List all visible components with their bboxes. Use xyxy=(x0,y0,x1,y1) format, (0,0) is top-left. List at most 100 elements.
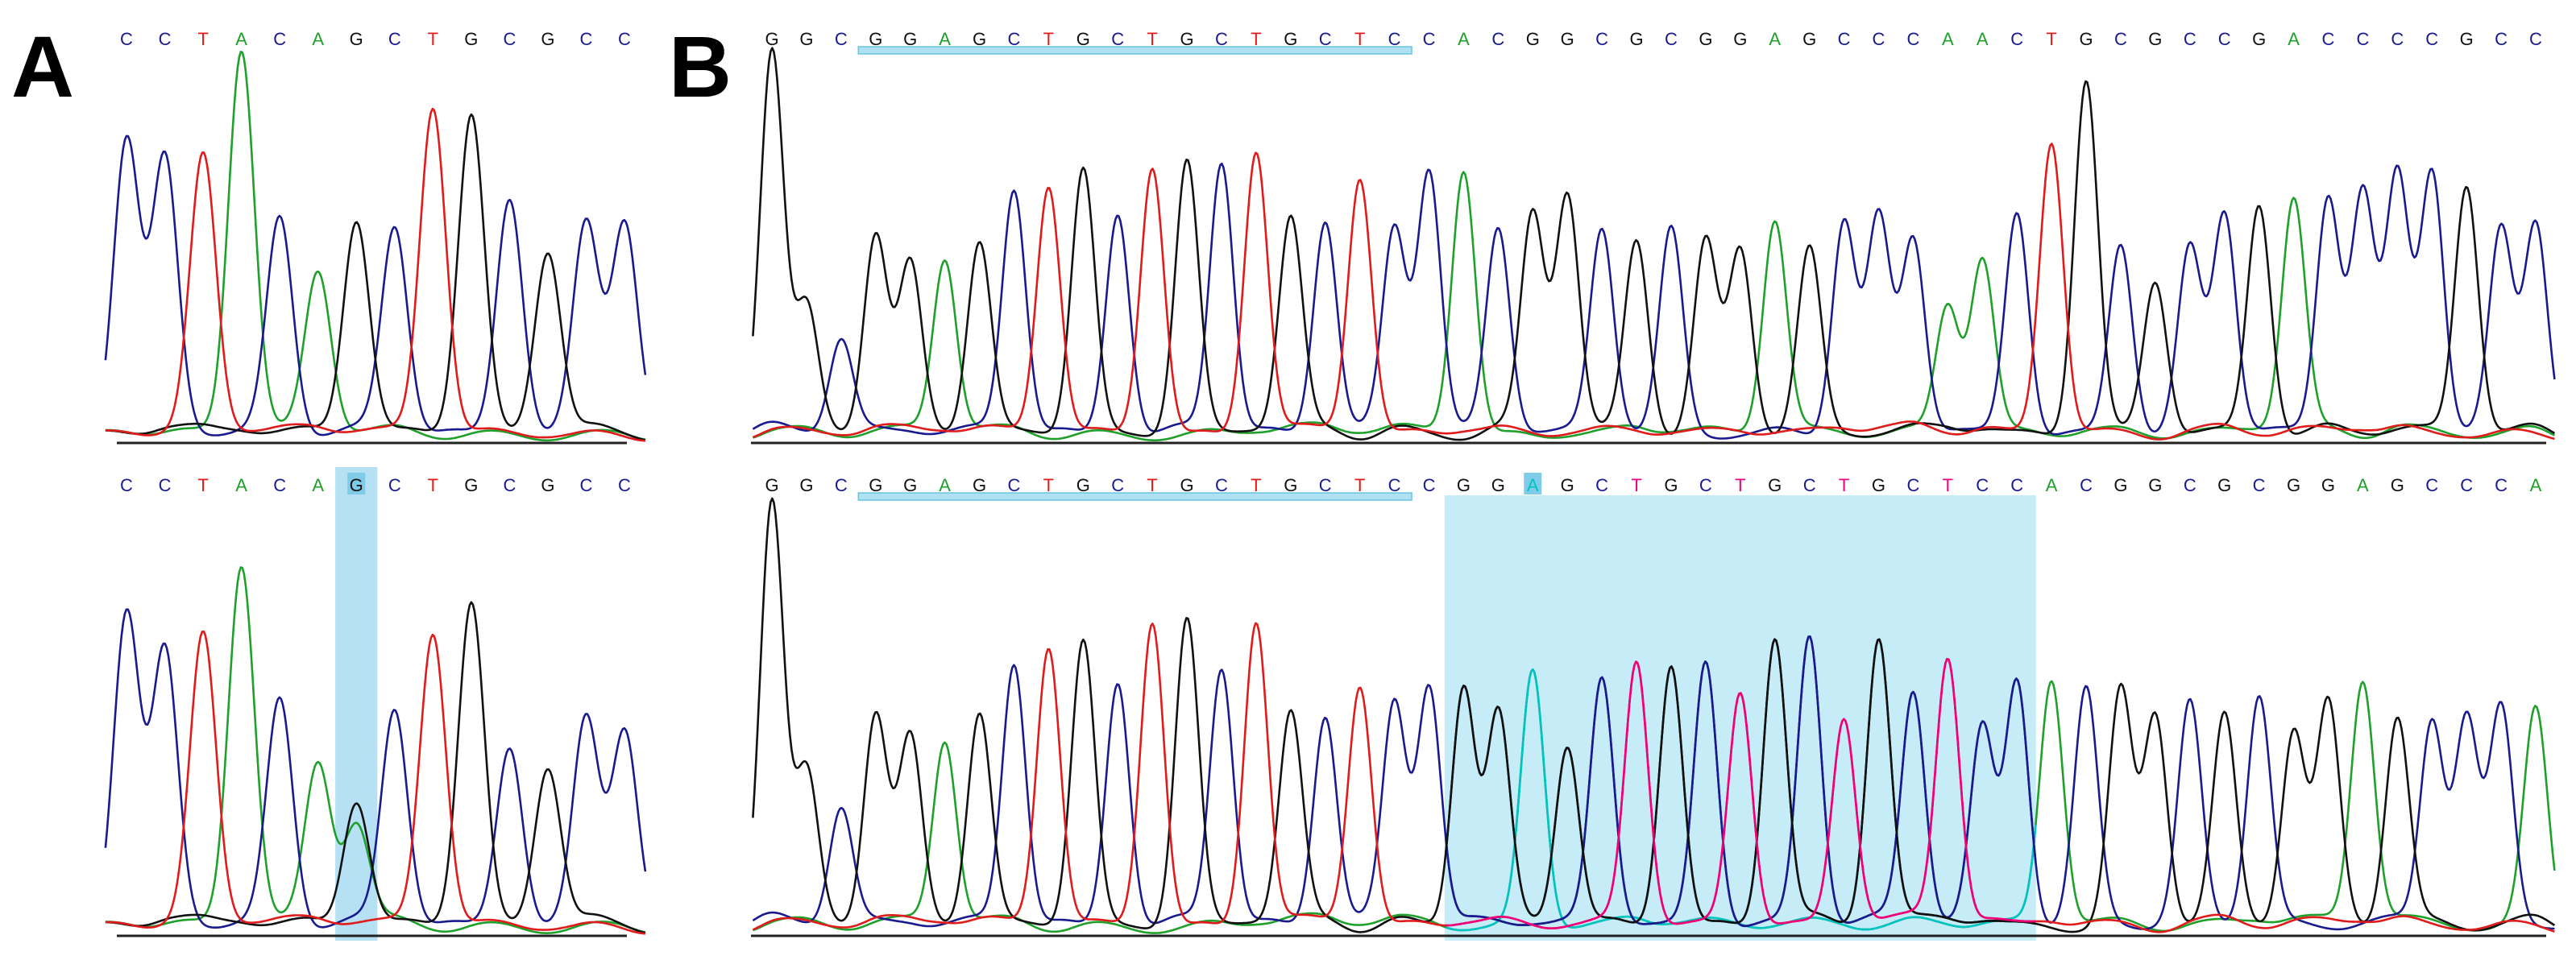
base-call-0-0-3: A xyxy=(235,29,247,49)
base-call-1-0-46: C xyxy=(2356,29,2369,49)
base-call-0-1-13: C xyxy=(618,475,631,495)
trace-g-0-0 xyxy=(105,113,646,441)
base-call-1-1-47: G xyxy=(2391,475,2404,495)
panel-label-a: A xyxy=(11,18,74,115)
base-call-1-0-5: A xyxy=(939,29,951,49)
base-call-1-0-20: A xyxy=(1458,29,1470,49)
base-call-1-1-41: C xyxy=(2184,475,2196,495)
base-call-1-0-17: T xyxy=(1354,29,1365,49)
base-call-1-0-9: G xyxy=(1076,29,1090,49)
base-call-1-0-26: C xyxy=(1665,29,1678,49)
base-call-1-1-9: G xyxy=(1076,475,1090,495)
base-call-1-1-32: G xyxy=(1872,475,1885,495)
base-call-1-1-17: T xyxy=(1354,475,1365,495)
base-call-1-1-43: C xyxy=(2253,475,2266,495)
base-call-1-1-20: G xyxy=(1457,475,1471,495)
base-call-1-1-2: C xyxy=(835,475,848,495)
base-call-1-0-23: G xyxy=(1561,29,1574,49)
base-call-0-1-12: C xyxy=(580,475,593,495)
base-call-1-1-10: C xyxy=(1111,475,1124,495)
base-call-1-1-40: G xyxy=(2148,475,2162,495)
base-call-1-1-15: G xyxy=(1284,475,1297,495)
base-call-1-1-18: C xyxy=(1388,475,1401,495)
base-call-1-0-40: G xyxy=(2148,29,2162,49)
base-call-1-1-44: G xyxy=(2287,475,2300,495)
base-highlight-0-1-6 xyxy=(347,473,366,494)
base-call-1-0-3: G xyxy=(869,29,882,49)
base-call-0-1-5: A xyxy=(312,475,324,495)
base-call-1-0-18: C xyxy=(1388,29,1401,49)
base-call-0-0-2: T xyxy=(197,29,208,49)
base-call-1-1-46: A xyxy=(2357,475,2369,495)
trace-c-1-0 xyxy=(752,162,2556,440)
base-call-1-1-27: C xyxy=(1699,475,1712,495)
base-call-1-0-31: C xyxy=(1838,29,1851,49)
base-call-1-1-0: G xyxy=(765,475,778,495)
base-call-1-0-24: C xyxy=(1595,29,1608,49)
base-call-1-0-43: G xyxy=(2252,29,2266,49)
panel-label-b: B xyxy=(669,18,732,115)
base-call-0-1-8: T xyxy=(428,475,438,495)
base-call-1-0-37: T xyxy=(2046,29,2056,49)
base-call-1-1-11: T xyxy=(1147,475,1157,495)
base-call-1-1-25: T xyxy=(1631,475,1641,495)
base-call-1-1-7: C xyxy=(1008,475,1021,495)
base-call-1-1-51: A xyxy=(2530,475,2542,495)
base-call-1-0-19: C xyxy=(1423,29,1436,49)
base-call-0-1-10: C xyxy=(503,475,516,495)
base-call-1-0-0: G xyxy=(765,29,778,49)
base-call-1-0-21: C xyxy=(1491,29,1504,49)
base-call-0-0-5: A xyxy=(312,29,324,49)
base-call-1-1-42: G xyxy=(2217,475,2231,495)
base-call-0-0-11: G xyxy=(541,29,554,49)
base-call-1-0-14: T xyxy=(1251,29,1261,49)
trace-c-0-0 xyxy=(104,134,647,437)
base-call-1-0-16: C xyxy=(1319,29,1332,49)
base-call-1-1-37: A xyxy=(2046,475,2058,495)
base-call-1-1-31: T xyxy=(1839,475,1849,495)
base-call-0-1-9: G xyxy=(464,475,478,495)
base-call-1-0-7: C xyxy=(1008,29,1021,49)
base-call-1-1-4: G xyxy=(903,475,917,495)
base-call-1-1-48: C xyxy=(2425,475,2438,495)
base-call-1-0-25: G xyxy=(1629,29,1643,49)
base-call-1-0-36: C xyxy=(2010,29,2023,49)
base-call-0-1-1: C xyxy=(159,475,172,495)
base-call-1-0-22: G xyxy=(1526,29,1540,49)
base-call-1-1-26: G xyxy=(1664,475,1678,495)
base-call-1-1-8: T xyxy=(1043,475,1054,495)
base-call-1-1-50: C xyxy=(2495,475,2508,495)
base-call-1-0-15: G xyxy=(1284,29,1297,49)
base-call-1-0-38: G xyxy=(2079,29,2093,49)
base-call-1-0-39: C xyxy=(2114,29,2127,49)
base-call-1-0-2: C xyxy=(835,29,848,49)
base-call-1-0-42: C xyxy=(2218,29,2231,49)
base-call-1-1-5: A xyxy=(939,475,951,495)
base-call-1-1-6: G xyxy=(973,475,986,495)
base-call-1-0-12: G xyxy=(1180,29,1193,49)
base-call-1-0-51: C xyxy=(2529,29,2542,49)
base-call-1-0-41: C xyxy=(2184,29,2196,49)
base-call-1-0-32: C xyxy=(1873,29,1885,49)
trace-t-0-0 xyxy=(105,107,645,442)
base-call-1-0-28: G xyxy=(1733,29,1747,49)
base-call-1-1-29: G xyxy=(1768,475,1782,495)
base-call-0-0-13: C xyxy=(618,29,631,49)
base-call-1-1-16: C xyxy=(1319,475,1332,495)
base-call-1-0-1: G xyxy=(799,29,813,49)
trace-t-1-0 xyxy=(752,143,2555,441)
base-call-1-0-10: C xyxy=(1111,29,1124,49)
base-highlight-1-1-22 xyxy=(1524,473,1542,494)
base-call-1-1-45: G xyxy=(2321,475,2335,495)
base-call-0-1-11: G xyxy=(541,475,554,495)
trace-bright-c-1-1 xyxy=(1445,635,2037,928)
base-call-0-0-4: C xyxy=(273,29,286,49)
base-call-1-1-34: T xyxy=(1943,475,1953,495)
base-call-0-0-1: C xyxy=(159,29,172,49)
base-call-1-0-34: A xyxy=(1942,29,1954,49)
base-call-1-1-21: G xyxy=(1491,475,1505,495)
base-call-1-1-49: C xyxy=(2460,475,2473,495)
base-call-1-0-8: T xyxy=(1043,29,1054,49)
trace-g-1-0 xyxy=(752,47,2556,441)
